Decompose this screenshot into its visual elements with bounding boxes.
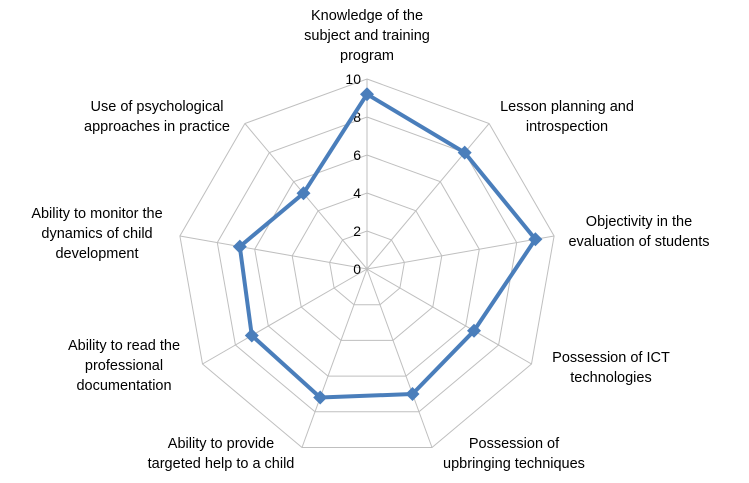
- data-point-marker: [467, 323, 481, 338]
- category-label: Possession of upbringing techniques: [443, 436, 585, 472]
- spoke-line: [179, 235, 368, 270]
- spoke-line: [202, 268, 368, 365]
- category-label-line: Use of psychological: [91, 99, 224, 115]
- category-label-line: targeted help to a child: [148, 456, 295, 472]
- category-label: Ability to monitor the dynamics of child d…: [31, 206, 162, 262]
- data-point-marker: [528, 232, 543, 247]
- category-label-line: Possession of: [469, 436, 560, 452]
- category-label-line: dynamics of child: [41, 226, 152, 242]
- category-label-line: program: [340, 48, 394, 64]
- grid-ring: [216, 116, 518, 413]
- tick-label: 2: [353, 223, 361, 239]
- category-label-line: professional: [85, 358, 163, 374]
- series: [232, 87, 543, 405]
- category-label: Possession of ICT technologies: [552, 350, 670, 386]
- spoke-line: [366, 268, 433, 448]
- category-label: Lesson planning and introspection: [500, 99, 634, 135]
- category-label: Ability to provide targeted help to a chi…: [148, 436, 295, 472]
- data-point-marker: [360, 87, 374, 102]
- radial-ticks: 0 2 4 6 8 10: [345, 71, 361, 277]
- category-label-line: upbringing techniques: [443, 456, 585, 472]
- category-label-line: technologies: [570, 370, 651, 386]
- data-point-marker: [457, 145, 472, 160]
- grid: [179, 78, 555, 448]
- category-label: Knowledge of the subject and training prog…: [304, 8, 430, 64]
- category-label: Objectivity in the evaluation of students: [568, 214, 709, 250]
- data-point-marker: [313, 390, 328, 405]
- category-label-line: Possession of ICT: [552, 350, 670, 366]
- category-label-line: subject and training: [304, 28, 430, 44]
- spoke-line: [301, 268, 368, 448]
- spoke-line: [366, 235, 555, 270]
- category-label-line: Ability to read the: [68, 338, 180, 354]
- data-point-marker: [244, 328, 259, 343]
- data-point-marker: [405, 387, 420, 401]
- grid-ring: [179, 78, 555, 448]
- category-label-line: Ability to provide: [168, 436, 274, 452]
- tick-label: 6: [353, 147, 361, 163]
- series-line: [237, 92, 538, 400]
- grid-ring: [329, 230, 405, 306]
- category-label-line: Knowledge of the: [311, 8, 423, 24]
- data-point-marker: [296, 186, 311, 201]
- grid-ring: [291, 192, 443, 341]
- category-label: Use of psychological approaches in practi…: [84, 99, 230, 135]
- category-label-line: development: [55, 246, 138, 262]
- category-label-line: evaluation of students: [568, 234, 709, 250]
- category-label: Ability to read the professional documenta…: [68, 338, 180, 394]
- spoke-line: [366, 123, 490, 270]
- spoke-line: [366, 268, 532, 365]
- category-label-line: Lesson planning and: [500, 99, 634, 115]
- category-label-line: approaches in practice: [84, 119, 230, 135]
- data-point-marker: [232, 239, 247, 254]
- category-label-line: Objectivity in the: [586, 214, 692, 230]
- tick-label: 0: [353, 261, 361, 277]
- tick-label: 8: [353, 109, 361, 125]
- tick-label: 4: [353, 185, 361, 201]
- category-label-line: introspection: [526, 119, 608, 135]
- tick-label: 10: [345, 71, 361, 87]
- category-label-line: documentation: [76, 378, 171, 394]
- category-labels: Knowledge of the subject and training prog…: [31, 8, 709, 472]
- category-label-line: Ability to monitor the: [31, 206, 162, 222]
